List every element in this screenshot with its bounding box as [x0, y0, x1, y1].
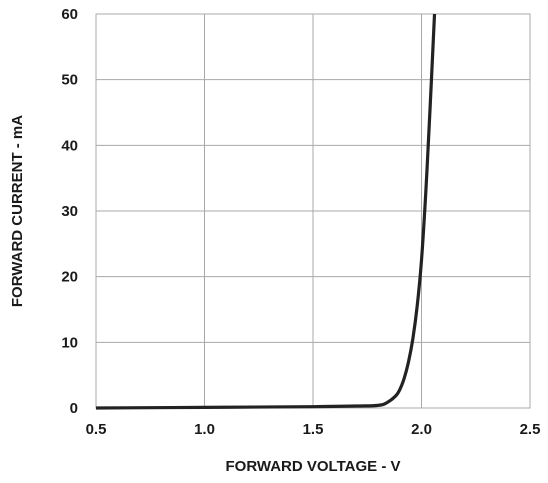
series-line-0: [95, 13, 437, 410]
y-tick-label: 10: [61, 334, 78, 351]
y-tick-label: 50: [61, 72, 78, 89]
y-tick-label: 40: [61, 137, 78, 154]
y-tick-label: 20: [61, 269, 78, 286]
series-layer: [95, 13, 437, 410]
y-tick-label: 30: [61, 203, 78, 220]
y-axis-title: FORWARD CURRENT - mA: [9, 115, 26, 307]
x-axis-ticks: 0.5 1.0 1.5 2.0 2.5: [86, 421, 541, 438]
x-tick-label: 1.0: [194, 421, 215, 438]
y-tick-label: 0: [70, 400, 78, 417]
y-tick-label: 60: [61, 6, 78, 23]
x-tick-label: 0.5: [86, 421, 107, 438]
x-axis-title: FORWARD VOLTAGE - V: [226, 458, 401, 475]
x-tick-label: 1.5: [303, 421, 324, 438]
grid: [95, 13, 531, 409]
x-tick-label: 2.5: [520, 421, 541, 438]
y-axis-ticks: 0 10 20 30 40 50 60: [61, 6, 78, 417]
x-tick-label: 2.0: [411, 421, 432, 438]
